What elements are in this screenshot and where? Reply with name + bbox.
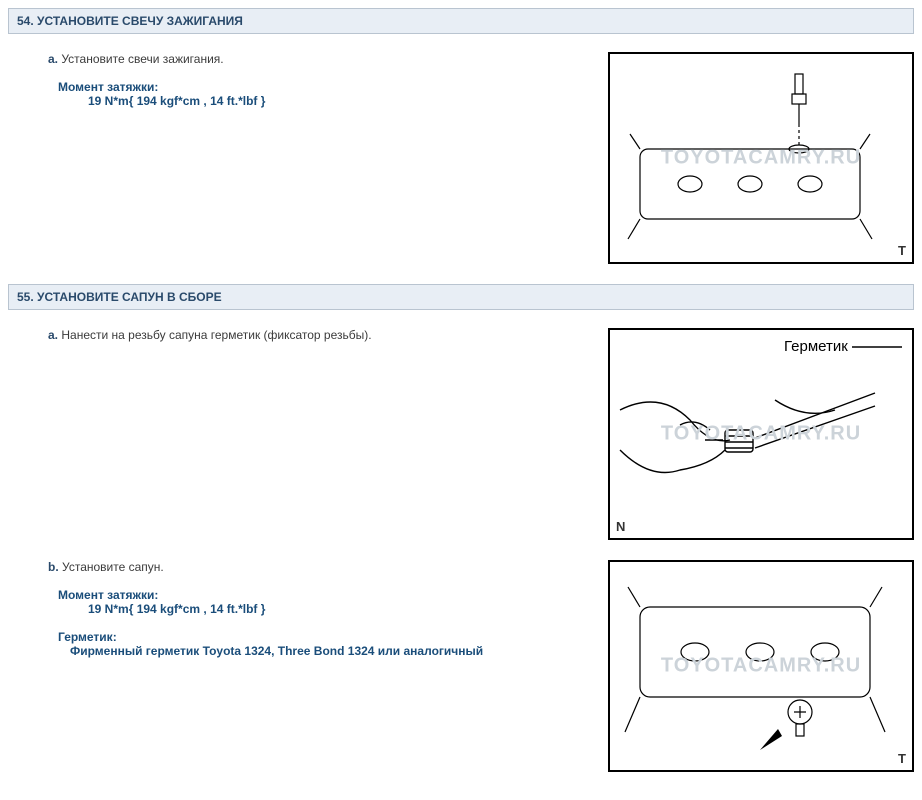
figure-corner-letter: T [898, 243, 906, 258]
step-body: Установите свечи зажигания. [61, 52, 223, 66]
step-text-55a: a. Нанести на резьбу сапуна герметик (фи… [48, 328, 608, 342]
step-letter: a. [48, 328, 58, 342]
engine-breather-icon [610, 562, 912, 770]
sealant-block: Герметик: Фирменный герметик Toyota 1324… [58, 630, 596, 658]
torque-value: 19 N*m{ 194 kgf*cm , 14 ft.*lbf } [88, 602, 596, 616]
step-54a: a. Установите свечи зажигания. Момент за… [8, 52, 914, 264]
step-body: Установите сапун. [62, 560, 164, 574]
sparkplug-engine-icon [610, 54, 912, 262]
torque-block-55: Момент затяжки: 19 N*m{ 194 kgf*cm , 14 … [58, 588, 596, 616]
sealant-label: Герметик: [58, 630, 596, 644]
step-text-55b: b. Установите сапун. Момент затяжки: 19 … [48, 560, 608, 658]
figure-label-sealant: Герметик [784, 338, 902, 355]
step-body: Нанести на резьбу сапуна герметик (фикса… [61, 328, 371, 342]
torque-value: 19 N*m{ 194 kgf*cm , 14 ft.*lbf } [88, 94, 596, 108]
illustration-55a-sealant-application: Герметик TOYOTACAMRY.RU N [608, 328, 914, 540]
illustration-54a-engine-sparkplug: TOYOTACAMRY.RU T [608, 52, 914, 264]
torque-label: Момент затяжки: [58, 80, 596, 94]
torque-block-54: Момент затяжки: 19 N*m{ 194 kgf*cm , 14 … [58, 80, 596, 108]
step-letter: a. [48, 52, 58, 66]
hand-sealant-icon [610, 330, 912, 538]
arrow-line-icon [852, 342, 902, 352]
step-55b: b. Установите сапун. Момент затяжки: 19 … [8, 560, 914, 772]
section-header-54: 54. УСТАНОВИТЕ СВЕЧУ ЗАЖИГАНИЯ [8, 8, 914, 34]
figure-corner-letter: N [616, 519, 625, 534]
step-text-54a: a. Установите свечи зажигания. Момент за… [48, 52, 608, 108]
section-header-55: 55. УСТАНОВИТЕ САПУН В СБОРЕ [8, 284, 914, 310]
illustration-55b-breather-install: TOYOTACAMRY.RU T [608, 560, 914, 772]
step-letter: b. [48, 560, 59, 574]
figure-corner-letter: T [898, 751, 906, 766]
sealant-value: Фирменный герметик Toyota 1324, Three Bo… [70, 644, 596, 658]
torque-label: Момент затяжки: [58, 588, 596, 602]
step-55a: a. Нанести на резьбу сапуна герметик (фи… [8, 328, 914, 540]
